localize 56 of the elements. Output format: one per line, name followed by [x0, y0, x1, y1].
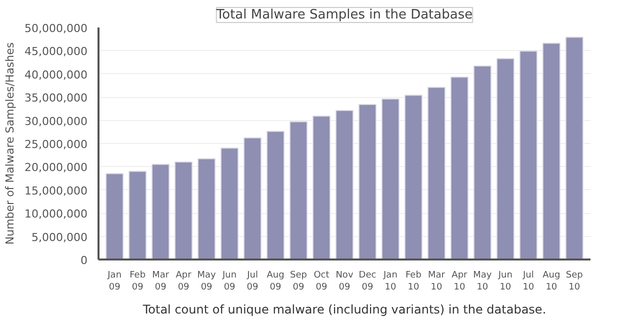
bar — [220, 148, 239, 260]
x-tick-label: Sep 09 — [290, 270, 308, 292]
bar — [427, 86, 446, 260]
x-tick-label: Mar 10 — [428, 270, 446, 292]
bar — [542, 42, 560, 260]
x-tick-label: Feb 10 — [406, 270, 422, 292]
bar — [519, 50, 538, 260]
bar — [106, 173, 124, 260]
bar — [266, 130, 285, 260]
x-tick-label: Apr 10 — [452, 270, 468, 292]
bar — [198, 158, 216, 260]
y-tick-label: 15,000,000 — [24, 184, 88, 198]
x-tick-label: Jul 09 — [246, 270, 259, 292]
bar — [473, 66, 492, 260]
x-tick-label: Jan 09 — [106, 270, 122, 292]
bar — [496, 58, 514, 260]
y-axis-title: Number of Malware Samples/Hashes — [4, 42, 17, 245]
x-tick-label: Mar 09 — [152, 270, 170, 292]
chart-title: Total Malware Samples in the Database — [215, 8, 473, 22]
y-tick-label: 50,000,000 — [24, 22, 88, 35]
y-tick-label: 45,000,000 — [24, 45, 88, 58]
bar — [174, 162, 193, 260]
x-tick-label: Aug 10 — [542, 270, 560, 292]
y-tick-label: 40,000,000 — [24, 68, 88, 82]
bar — [244, 137, 262, 260]
x-tick-label: Sep 10 — [566, 270, 584, 292]
x-tick-label: Jun 10 — [497, 270, 512, 292]
x-tick-label: Nov 09 — [336, 270, 354, 292]
bar — [358, 104, 376, 260]
bar — [128, 170, 147, 260]
x-tick-label: Dec 09 — [358, 270, 376, 292]
y-tick-label: 20,000,000 — [24, 161, 88, 174]
x-tick-label: Aug 09 — [266, 270, 284, 292]
x-tick-label: Feb 09 — [130, 270, 146, 292]
bar — [381, 98, 400, 260]
x-tick-label: Jul 10 — [522, 270, 534, 292]
bar — [335, 110, 354, 260]
y-tick-label: 35,000,000 — [24, 92, 88, 105]
y-tick-label: 25,000,000 — [24, 138, 88, 151]
bar — [565, 36, 584, 260]
bar — [404, 94, 422, 260]
text: Total count of unique malware (including variants) in the database. — [142, 302, 546, 316]
y-tick-label: 10,000,000 — [24, 208, 88, 221]
x-tick-label: Apr 09 — [176, 270, 192, 292]
bar — [290, 121, 308, 260]
bar — [152, 164, 170, 260]
x-tick-label: May 09 — [197, 270, 217, 292]
x-tick-label: Jun 09 — [222, 270, 237, 292]
y-tick-label: 5,000,000 — [32, 230, 88, 244]
y-tick-label: 0 — [80, 254, 88, 267]
bar — [312, 116, 331, 260]
x-tick-label: Jan 10 — [382, 270, 398, 292]
y-tick-label: 30,000,000 — [24, 114, 88, 128]
x-tick-label: Oct 09 — [314, 270, 330, 292]
x-tick-label: May 10 — [473, 270, 492, 292]
bar — [450, 76, 468, 260]
